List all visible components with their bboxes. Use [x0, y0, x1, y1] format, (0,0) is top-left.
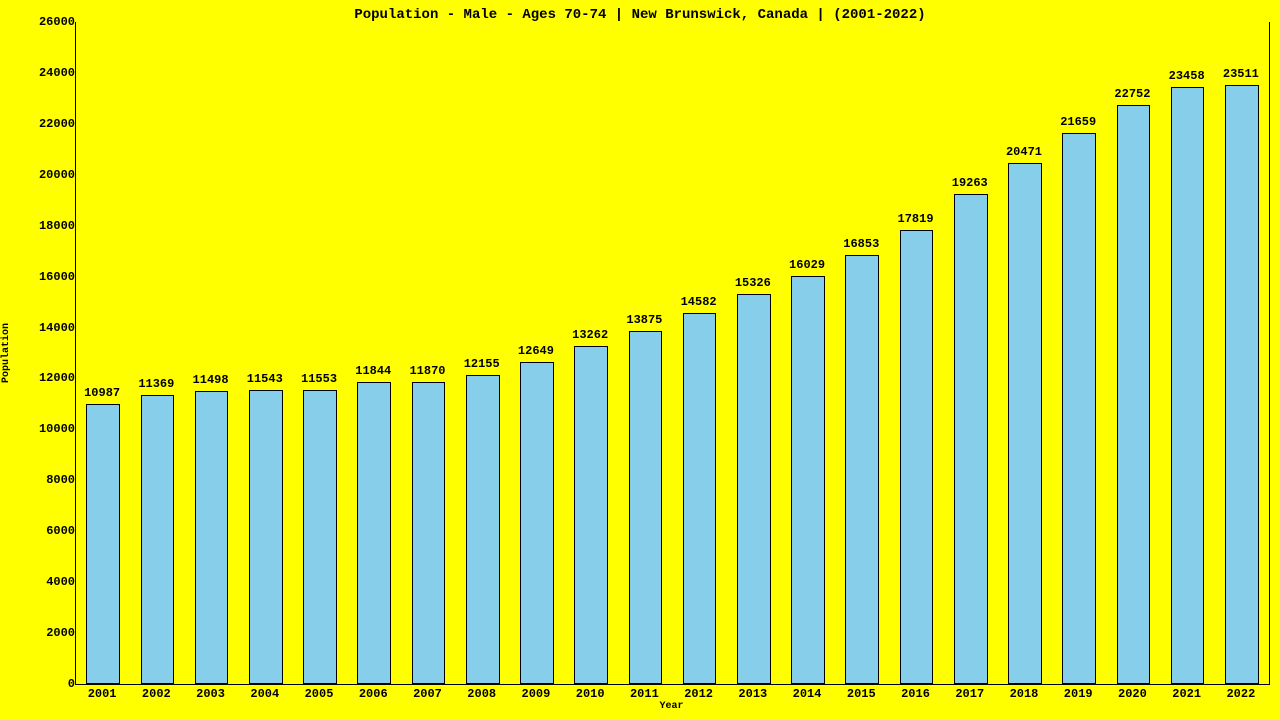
y-tick-label: 26000	[0, 15, 75, 29]
bar-value-label: 20471	[1006, 145, 1042, 159]
bar-value-label: 15326	[735, 276, 771, 290]
x-tick-label: 2005	[305, 687, 334, 701]
x-tick-label: 2010	[576, 687, 605, 701]
y-tick-label: 16000	[0, 270, 75, 284]
x-tick-label: 2016	[901, 687, 930, 701]
x-tick-label: 2012	[684, 687, 713, 701]
bar	[1062, 133, 1096, 684]
x-tick-label: 2011	[630, 687, 659, 701]
y-tick-label: 0	[0, 677, 75, 691]
bar	[412, 382, 446, 684]
bar	[629, 331, 663, 684]
x-tick-label: 2004	[250, 687, 279, 701]
bar	[1117, 105, 1151, 684]
x-tick-label: 2022	[1226, 687, 1255, 701]
bar-value-label: 12649	[518, 344, 554, 358]
bar-value-label: 22752	[1114, 87, 1150, 101]
bar-value-label: 19263	[952, 176, 988, 190]
bar-value-label: 11369	[138, 377, 174, 391]
bar-value-label: 16853	[843, 237, 879, 251]
x-tick-label: 2001	[88, 687, 117, 701]
bar	[357, 382, 391, 684]
bar-value-label: 10987	[84, 386, 120, 400]
bar	[520, 362, 554, 684]
y-tick-label: 20000	[0, 168, 75, 182]
bar-value-label: 14582	[681, 295, 717, 309]
x-tick-label: 2015	[847, 687, 876, 701]
bar-value-label: 11844	[355, 364, 391, 378]
bar	[574, 346, 608, 684]
bar-value-label: 11870	[409, 364, 445, 378]
bar	[845, 255, 879, 684]
y-tick-label: 4000	[0, 575, 75, 589]
bar-value-label: 11498	[193, 373, 229, 387]
bar	[900, 230, 934, 684]
bar	[466, 375, 500, 684]
bar-value-label: 11553	[301, 372, 337, 386]
y-tick-label: 18000	[0, 219, 75, 233]
bar-value-label: 23511	[1223, 67, 1259, 81]
bar	[1225, 85, 1259, 684]
bar-value-label: 23458	[1169, 69, 1205, 83]
y-tick-label: 12000	[0, 371, 75, 385]
x-tick-label: 2021	[1172, 687, 1201, 701]
bar	[86, 404, 120, 684]
x-tick-label: 2008	[467, 687, 496, 701]
bar-value-label: 13262	[572, 328, 608, 342]
bar	[737, 294, 771, 684]
x-tick-label: 2019	[1064, 687, 1093, 701]
x-tick-label: 2002	[142, 687, 171, 701]
bar	[1008, 163, 1042, 684]
bar	[249, 390, 283, 684]
x-tick-label: 2020	[1118, 687, 1147, 701]
y-tick-label: 2000	[0, 626, 75, 640]
y-tick-label: 24000	[0, 66, 75, 80]
bar-value-label: 11543	[247, 372, 283, 386]
y-tick-label: 6000	[0, 524, 75, 538]
bar-value-label: 13875	[626, 313, 662, 327]
bar	[195, 391, 229, 684]
x-tick-label: 2018	[1010, 687, 1039, 701]
bar-value-label: 17819	[898, 212, 934, 226]
bar	[954, 194, 988, 684]
chart-container: Population - Male - Ages 70-74 | New Bru…	[0, 0, 1280, 720]
chart-title: Population - Male - Ages 70-74 | New Bru…	[0, 7, 1280, 23]
y-tick-label: 22000	[0, 117, 75, 131]
bar	[791, 276, 825, 684]
x-tick-label: 2013	[738, 687, 767, 701]
bar	[683, 313, 717, 684]
bar-value-label: 16029	[789, 258, 825, 272]
x-tick-label: 2003	[196, 687, 225, 701]
y-tick-label: 8000	[0, 473, 75, 487]
y-tick-label: 10000	[0, 422, 75, 436]
bar	[141, 395, 175, 684]
bar-value-label: 12155	[464, 357, 500, 371]
x-axis-label: Year	[659, 701, 683, 712]
x-tick-label: 2017	[955, 687, 984, 701]
y-tick-label: 14000	[0, 321, 75, 335]
bar	[303, 390, 337, 684]
x-tick-label: 2007	[413, 687, 442, 701]
x-tick-label: 2009	[522, 687, 551, 701]
bar-value-label: 21659	[1060, 115, 1096, 129]
x-tick-label: 2006	[359, 687, 388, 701]
bar	[1171, 87, 1205, 684]
x-tick-label: 2014	[793, 687, 822, 701]
